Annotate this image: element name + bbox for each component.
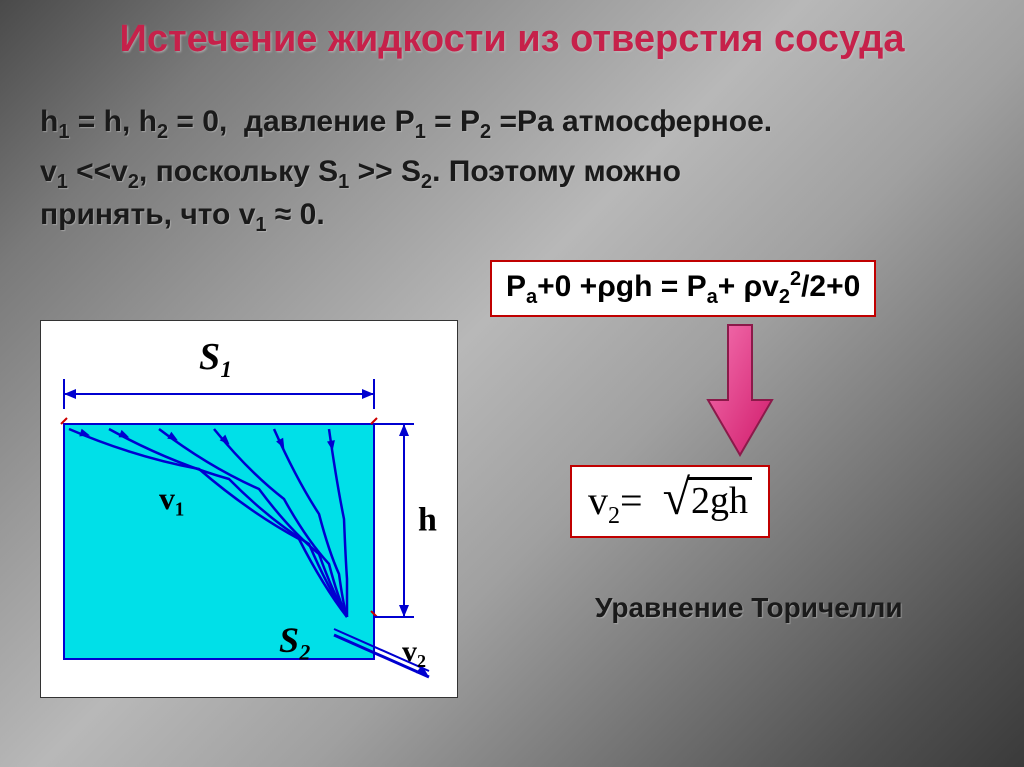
sqrt-icon: √ 2gh (663, 477, 752, 522)
text-line-2: v1 <<v2, поскольку S1 >> S2. Поэтому мож… (40, 155, 681, 194)
vessel-diagram: S₁ v₁ S₂ v₂ h (40, 320, 458, 698)
svg-text:v₁: v₁ (159, 480, 185, 516)
text-line-3: принять, что v1 ≈ 0. (40, 198, 325, 237)
torricelli-equation-box: v2= √ 2gh (570, 465, 770, 538)
arrow-down-icon (700, 320, 780, 460)
bernoulli-equation-box: Pa+0 +ρgh = Pa+ ρv22/2+0 (490, 260, 876, 317)
svg-text:v₂: v₂ (402, 635, 426, 668)
svg-text:h: h (418, 502, 437, 539)
text-line-1: h1 = h, h2 = 0, давление P1 = P2 =Pa атм… (40, 105, 772, 144)
svg-text:S₂: S₂ (279, 620, 312, 660)
slide-title: Истечение жидкости из отверстия сосуда (120, 18, 905, 61)
equation-caption: Уравнение Торичелли (595, 592, 903, 624)
svg-text:S₁: S₁ (199, 336, 233, 378)
eq2-lhs: v2= (588, 478, 653, 523)
